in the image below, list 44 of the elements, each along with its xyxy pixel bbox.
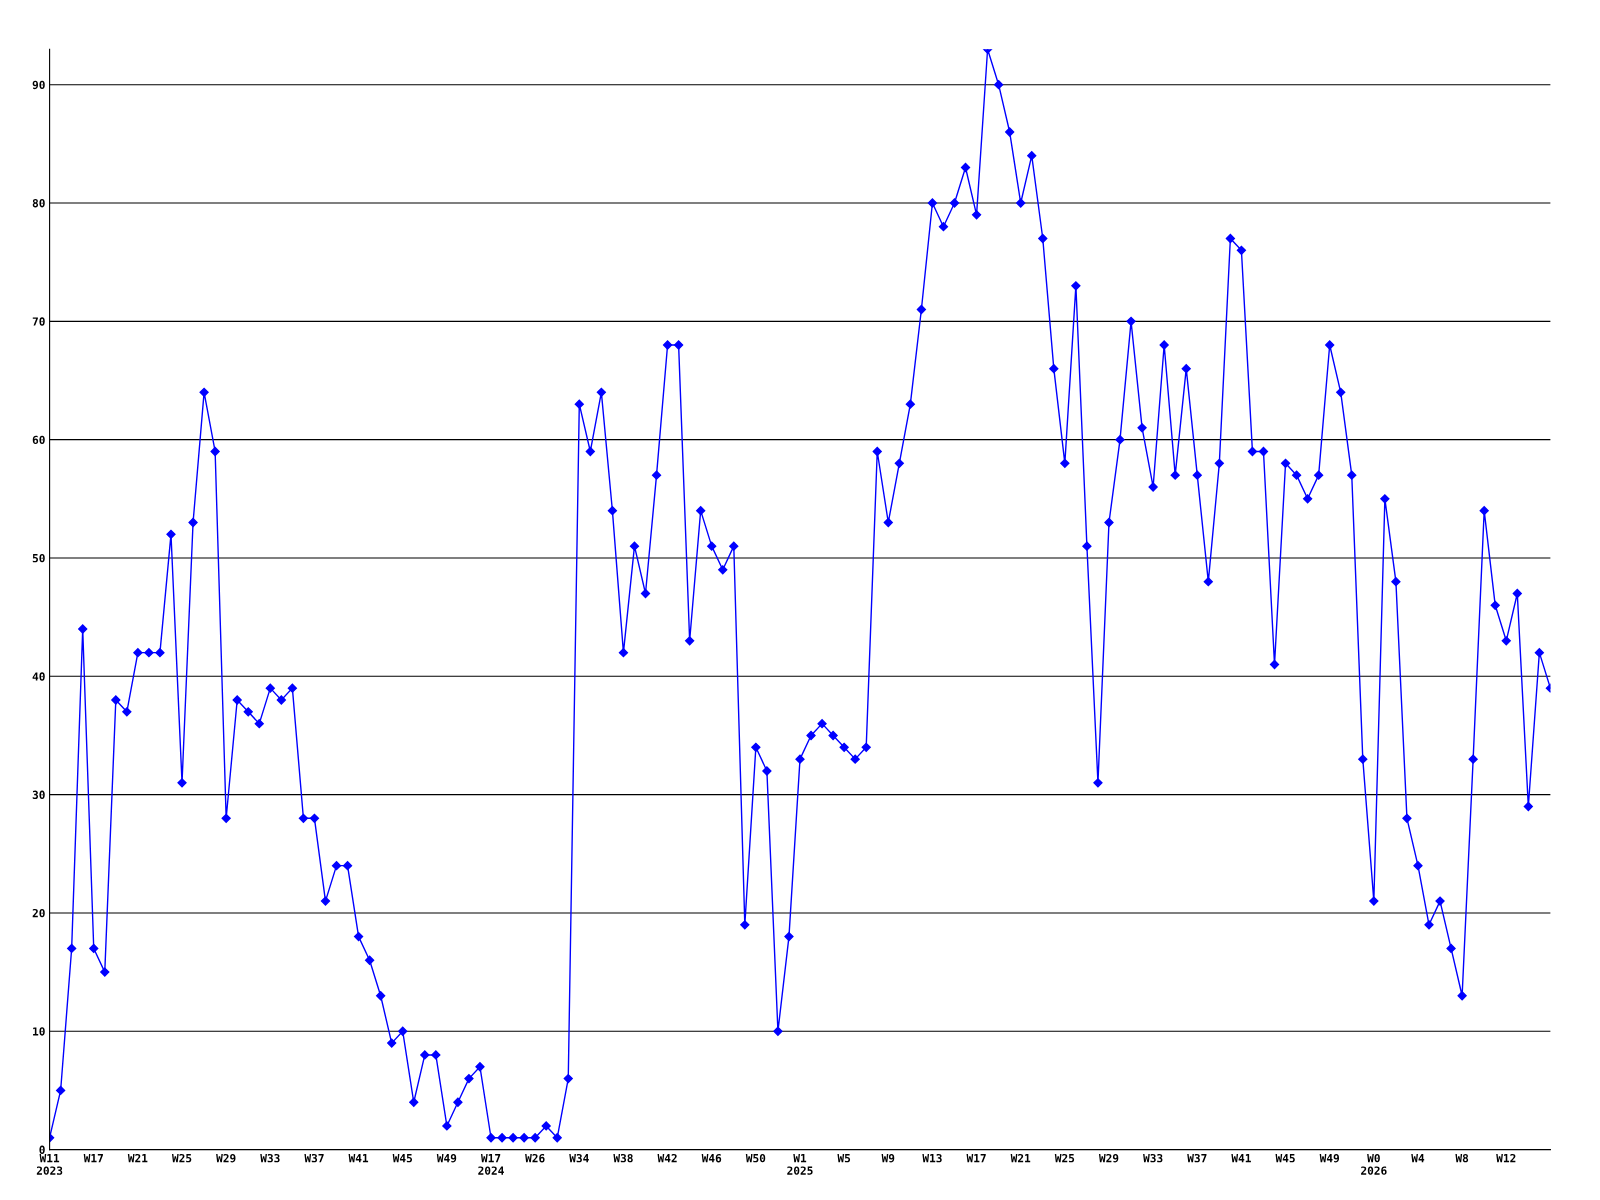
- x-tick-label: W42: [657, 1153, 677, 1163]
- y-tick-label: 70: [32, 317, 45, 326]
- x-tick-label: W17: [966, 1154, 986, 1163]
- x-tick-label: W12: [1496, 1153, 1516, 1163]
- y-tick-label: 10: [33, 1027, 45, 1036]
- y-tick-label: 30: [32, 790, 45, 800]
- x-tick-label: W49: [436, 1154, 457, 1163]
- x-tick-label: W45: [392, 1154, 413, 1163]
- x-tick-label: W29: [1098, 1153, 1119, 1163]
- x-tick-label: W0 2026: [1361, 1153, 1387, 1175]
- x-tick-label: W41: [1231, 1154, 1251, 1163]
- x-tick-label: W41: [348, 1154, 369, 1163]
- x-tick-label: W26: [525, 1153, 545, 1163]
- x-tick-label: W49: [1319, 1154, 1340, 1163]
- x-tick-label: W33: [1143, 1153, 1163, 1163]
- y-tick-label: 60: [32, 435, 45, 445]
- y-tick-label: 20: [32, 908, 45, 918]
- x-tick-label: W38: [613, 1153, 633, 1163]
- x-tick-label: W37: [1187, 1153, 1207, 1163]
- x-tick-label: W34: [569, 1153, 589, 1163]
- x-tick-label: W17 2024: [478, 1154, 504, 1175]
- x-tick-label: W4: [1411, 1154, 1425, 1163]
- x-tick-label: W11 2023: [36, 1154, 63, 1175]
- x-tick-label: W13: [922, 1153, 942, 1163]
- x-tick-label: W5: [837, 1154, 851, 1163]
- y-tick-label: 90: [32, 80, 45, 90]
- x-tick-label: W33: [260, 1153, 280, 1163]
- x-tick-label: W29: [216, 1153, 236, 1163]
- y-tick-label: 80: [32, 198, 45, 208]
- x-tick-label: W46: [701, 1153, 722, 1163]
- x-tick-label: W17: [83, 1154, 103, 1163]
- y-tick-label: 0: [39, 1145, 45, 1154]
- x-tick-label: W25: [171, 1153, 192, 1163]
- x-tick-label: W8: [1455, 1153, 1469, 1163]
- y-tick-label: 50: [32, 553, 45, 563]
- x-tick-label: W1 2025: [787, 1154, 813, 1175]
- x-tick-label: W21: [1010, 1153, 1031, 1163]
- x-tick-label: W25: [1054, 1153, 1075, 1163]
- x-tick-label: W21: [127, 1153, 148, 1163]
- x-tick-label: W9: [881, 1154, 895, 1163]
- x-tick-label: W50: [745, 1153, 766, 1163]
- x-tick-label: W45: [1275, 1154, 1295, 1163]
- x-tick-label: W37: [304, 1153, 324, 1163]
- y-tick-label: 40: [32, 672, 45, 681]
